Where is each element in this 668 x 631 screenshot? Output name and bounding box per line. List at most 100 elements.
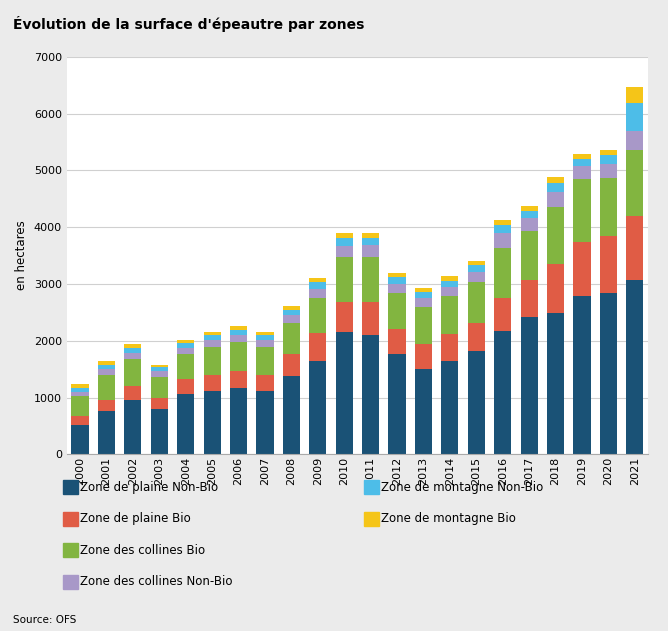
Bar <box>230 329 247 335</box>
Bar <box>151 365 168 367</box>
Bar <box>388 273 405 278</box>
Bar <box>415 293 432 298</box>
Bar <box>230 372 247 389</box>
Text: Zone des collines Non-Bio: Zone des collines Non-Bio <box>80 575 232 588</box>
Bar <box>573 242 591 297</box>
Bar <box>442 281 458 286</box>
Bar <box>151 398 168 410</box>
Bar <box>151 367 168 372</box>
Text: Source: OFS: Source: OFS <box>13 615 77 625</box>
Bar <box>388 284 405 293</box>
Bar <box>177 379 194 394</box>
Bar <box>600 293 617 454</box>
Bar <box>283 323 300 354</box>
Bar <box>177 348 194 354</box>
Bar <box>204 335 220 340</box>
Bar <box>600 150 617 155</box>
Bar <box>468 282 485 322</box>
Bar <box>442 286 458 296</box>
Bar <box>71 387 89 392</box>
Bar <box>335 233 353 239</box>
Bar <box>362 335 379 454</box>
Text: Évolution de la surface d'épeautre par zones: Évolution de la surface d'épeautre par z… <box>13 16 365 32</box>
Bar <box>71 396 89 416</box>
Bar <box>309 298 327 333</box>
Bar <box>520 280 538 317</box>
Bar <box>204 391 220 454</box>
Bar <box>283 305 300 309</box>
Bar <box>415 307 432 343</box>
Bar <box>257 335 273 340</box>
Bar <box>547 264 564 314</box>
Bar <box>626 88 643 103</box>
Bar <box>335 302 353 332</box>
Bar <box>98 375 115 399</box>
Bar <box>71 384 89 387</box>
Bar <box>494 220 511 225</box>
Bar <box>573 179 591 242</box>
Bar <box>442 276 458 281</box>
Text: Zone des collines Bio: Zone des collines Bio <box>80 544 205 557</box>
Bar <box>309 282 327 289</box>
Bar <box>309 278 327 282</box>
Bar <box>230 343 247 372</box>
Bar <box>573 159 591 167</box>
Bar <box>442 334 458 360</box>
Bar <box>230 335 247 343</box>
Bar <box>177 340 194 343</box>
Bar <box>600 179 617 236</box>
Bar <box>442 360 458 454</box>
Bar <box>520 231 538 280</box>
Bar <box>124 359 142 386</box>
Text: Zone de plaine Bio: Zone de plaine Bio <box>80 512 191 525</box>
Bar <box>494 331 511 454</box>
Bar <box>388 355 405 454</box>
Bar <box>124 344 142 348</box>
Bar <box>442 296 458 334</box>
Bar <box>547 207 564 264</box>
Bar <box>362 302 379 335</box>
Bar <box>98 365 115 369</box>
Bar <box>177 354 194 379</box>
Bar <box>309 361 327 454</box>
Bar <box>204 332 220 335</box>
Bar <box>626 131 643 150</box>
Text: Zone de plaine Non-Bio: Zone de plaine Non-Bio <box>80 481 218 493</box>
Bar <box>124 348 142 353</box>
Bar <box>151 410 168 454</box>
Bar <box>335 239 353 247</box>
Bar <box>494 298 511 331</box>
Bar <box>468 261 485 266</box>
Bar <box>151 372 168 377</box>
Bar <box>468 351 485 454</box>
Bar <box>388 293 405 329</box>
Bar <box>283 376 300 454</box>
Text: Zone de montagne Bio: Zone de montagne Bio <box>381 512 516 525</box>
Bar <box>309 289 327 298</box>
Bar <box>257 391 273 454</box>
Bar <box>124 386 142 400</box>
Bar <box>204 340 220 347</box>
Bar <box>257 340 273 347</box>
Bar <box>573 297 591 454</box>
Bar <box>151 377 168 398</box>
Text: Zone de montagne Non-Bio: Zone de montagne Non-Bio <box>381 481 543 493</box>
Bar <box>71 392 89 396</box>
Bar <box>71 416 89 425</box>
Bar <box>547 314 564 454</box>
Bar <box>362 257 379 302</box>
Bar <box>388 278 405 284</box>
Bar <box>98 362 115 365</box>
Bar <box>388 329 405 355</box>
Bar <box>547 177 564 183</box>
Bar <box>230 389 247 454</box>
Bar <box>600 155 617 163</box>
Bar <box>98 399 115 411</box>
Bar <box>124 400 142 454</box>
Bar <box>415 343 432 369</box>
Bar <box>283 309 300 315</box>
Bar <box>626 150 643 216</box>
Bar <box>362 245 379 257</box>
Bar <box>177 394 194 454</box>
Bar <box>415 298 432 307</box>
